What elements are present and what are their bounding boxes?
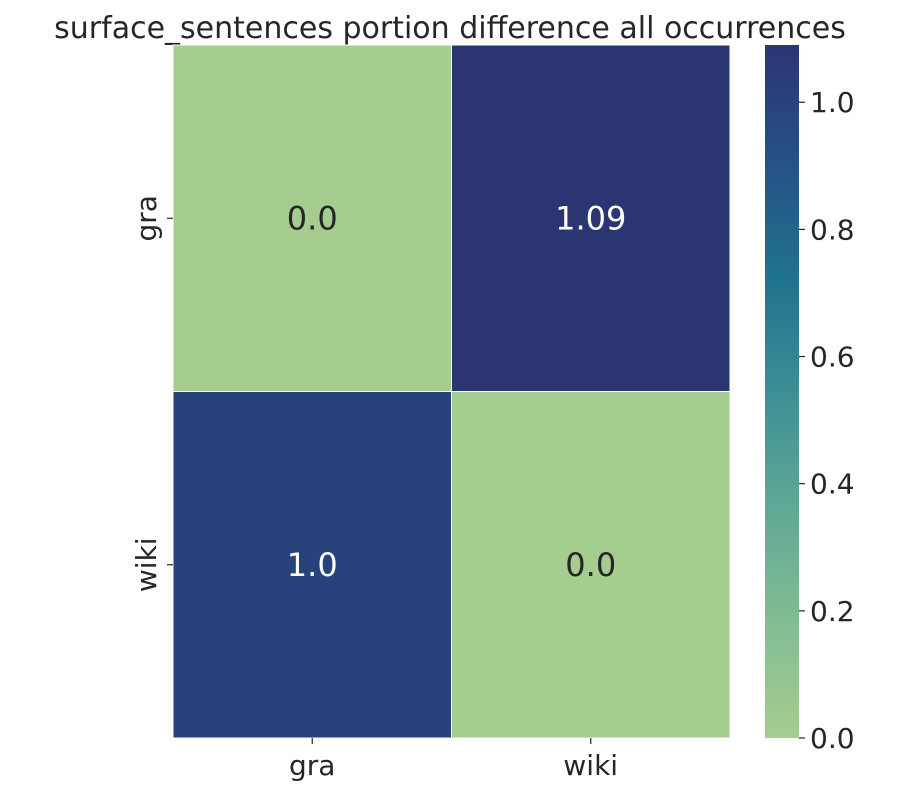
colorbar-tick-label: 0.0 — [810, 722, 855, 755]
chart-title: surface_sentences portion difference all… — [54, 11, 846, 46]
colorbar-gradient — [765, 45, 799, 738]
x-axis: gra wiki — [289, 738, 618, 782]
x-tick-label: gra — [289, 749, 335, 782]
colorbar-tick-label: 0.6 — [810, 341, 855, 374]
colorbar: 0.0 0.2 0.4 0.6 0.8 1.0 — [765, 45, 855, 755]
cell-value-label: 0.0 — [565, 546, 616, 584]
colorbar-tick-label: 0.8 — [810, 213, 855, 246]
colorbar-tick-label: 0.4 — [810, 468, 855, 501]
heatmap-cells: 0.0 1.09 1.0 0.0 — [172, 44, 731, 739]
x-tick-label: wiki — [563, 749, 618, 782]
cell-value-label: 1.09 — [555, 199, 626, 237]
colorbar-tick-label: 0.2 — [810, 595, 855, 628]
cell-value-label: 1.0 — [287, 546, 338, 584]
y-tick-label: wiki — [130, 537, 163, 592]
heatmap-cell — [172, 391, 452, 739]
colorbar-tick-label: 1.0 — [810, 86, 855, 119]
y-tick-label: gra — [130, 195, 163, 241]
y-axis: gra wiki — [130, 195, 173, 592]
cell-value-label: 0.0 — [287, 199, 338, 237]
heatmap-cell — [451, 391, 731, 739]
heatmap-cell — [172, 44, 452, 392]
heatmap-cell — [451, 44, 731, 392]
